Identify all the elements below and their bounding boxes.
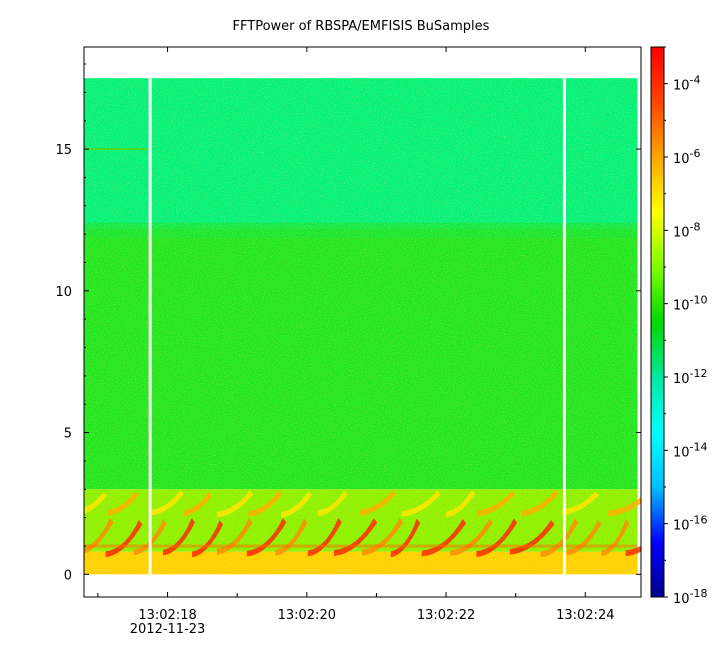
chart-title: FFTPower of RBSPA/EMFISIS BuSamples <box>233 19 490 34</box>
chorus-element-0-3 <box>163 518 195 556</box>
chorus-element-1-4 <box>216 490 254 518</box>
chorus-element-0-2 <box>133 519 167 556</box>
y-tick-label-0: 0 <box>64 568 72 583</box>
chorus-element-0-19 <box>625 545 641 557</box>
data-gap-1 <box>562 78 566 575</box>
x-tick-label-20: 13:02:20 <box>278 608 336 623</box>
chorus-element-0-9 <box>333 518 378 556</box>
cbar-tick-label--14: 10-14 <box>673 440 708 460</box>
chorus-baseline <box>84 544 638 548</box>
chorus-element-0-12 <box>421 518 467 557</box>
chorus-element-0-1 <box>105 520 143 558</box>
data-gap-0 <box>148 78 152 575</box>
plot-frame <box>83 46 642 598</box>
chorus-element-1-0 <box>84 491 108 514</box>
chorus-element-0-11 <box>390 518 421 558</box>
chorus-element-1-7 <box>317 490 348 517</box>
cbar-tick-label--18: 10-18 <box>673 587 708 607</box>
chorus-element-1-12 <box>521 489 559 517</box>
cbar-tick-label--16: 10-16 <box>673 514 708 534</box>
cbar-tick-label--4: 10-4 <box>673 74 701 94</box>
cbar-tick-label--12: 10-12 <box>673 367 708 387</box>
y-tick-label-10: 10 <box>55 285 72 300</box>
chorus-element-1-9 <box>401 490 441 517</box>
chorus-bands <box>84 148 641 558</box>
chorus-element-0-17 <box>566 519 602 556</box>
chorus-element-0-18 <box>601 519 630 557</box>
chorus-element-0-15 <box>509 520 555 555</box>
x-tick-sublabel-18: 2012-11-23 <box>130 622 206 637</box>
chorus-element-0-10 <box>362 518 404 556</box>
chorus-element-0-6 <box>246 518 287 557</box>
chorus-element-0-14 <box>476 518 518 557</box>
noise-texture <box>84 78 638 575</box>
y-axis: 0 5 10 15 <box>55 63 641 583</box>
chorus-element-1-3 <box>183 491 213 517</box>
chorus-element-1-10 <box>445 489 476 518</box>
chorus-element-1-8 <box>360 490 396 516</box>
chorus-element-1-2 <box>152 489 184 516</box>
chorus-element-1-13 <box>562 491 599 516</box>
chorus-element-1-5 <box>248 490 283 517</box>
x-tick-label-22: 13:02:22 <box>417 608 475 623</box>
chorus-element-0-13 <box>450 518 493 557</box>
chorus-element-1-14 <box>607 496 641 517</box>
chorus-element-1-1 <box>108 491 139 516</box>
chorus-element-0-16 <box>540 518 579 558</box>
colorbar <box>650 46 665 598</box>
chorus-element-1-6 <box>281 491 312 518</box>
cbar-tick-label--10: 10-10 <box>673 294 708 314</box>
y-tick-label-15: 15 <box>55 143 72 158</box>
chorus-element-0-7 <box>275 518 308 556</box>
cbar-tick-label--6: 10-6 <box>673 147 701 167</box>
chorus-element-0-5 <box>216 518 253 555</box>
chorus-element-0-8 <box>307 517 342 557</box>
cbar-tick-label--8: 10-8 <box>673 220 701 240</box>
plot-area <box>84 78 641 575</box>
x-tick-label-18: 13:02:18 <box>138 608 196 623</box>
chorus-element-0-4 <box>192 520 224 558</box>
y-tick-label-5: 5 <box>64 427 72 442</box>
x-tick-label-24: 13:02:24 <box>556 608 614 623</box>
data-gaps <box>148 78 566 575</box>
chorus-element-1-11 <box>476 490 516 517</box>
colorbar-axis: 10-18 10-16 10-14 10-12 10-10 10-8 10-6 10-4 <box>664 46 708 607</box>
